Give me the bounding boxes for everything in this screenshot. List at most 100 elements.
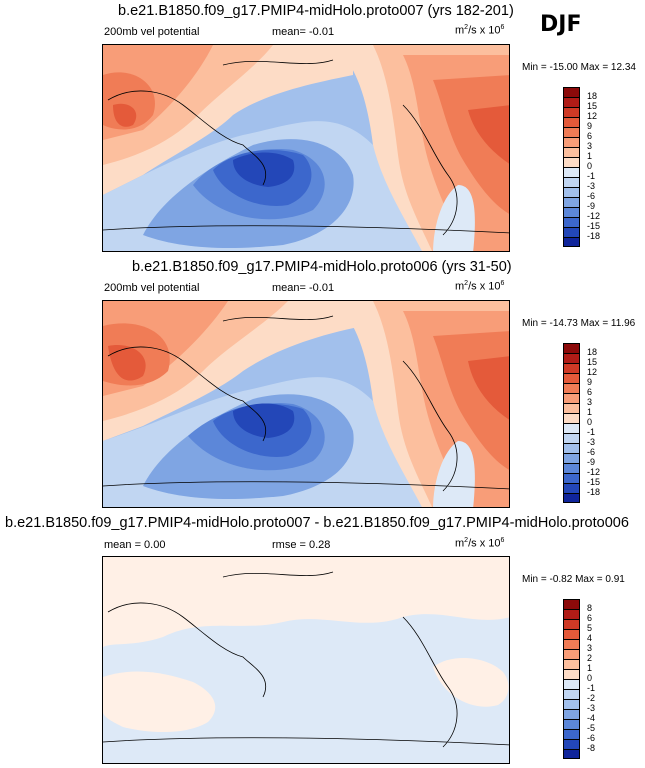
colorbar-cell	[563, 157, 580, 167]
panel-1-field	[103, 45, 509, 251]
colorbar-tick-label: 4	[587, 633, 593, 643]
colorbar-cell	[563, 689, 580, 699]
panel-2-units-label: m2/s x 106	[455, 280, 505, 293]
colorbar-cell	[563, 719, 580, 729]
colorbar-tick-label: -18	[587, 487, 601, 497]
colorbar-frame	[563, 599, 580, 759]
colorbar-tick-label: -8	[587, 743, 596, 753]
colorbar-tick-label: 9	[587, 121, 593, 131]
colorbar-cell	[563, 383, 580, 393]
colorbar-tick-label: 12	[587, 367, 598, 377]
colorbar-tick-label: 2	[587, 653, 593, 663]
colorbar-cell	[563, 207, 580, 217]
colorbar-tick-label: 15	[587, 357, 598, 367]
colorbar-cell	[563, 443, 580, 453]
colorbar-tick-label: 0	[587, 673, 593, 683]
panel-2-title: b.e21.B1850.f09_g17.PMIP4-midHolo.proto0…	[132, 259, 512, 275]
panel-1-variable-label: 200mb vel potential	[104, 26, 200, 38]
panel-2-field	[103, 301, 509, 507]
colorbar-tick-label: 3	[587, 141, 593, 151]
colorbar-cell	[563, 187, 580, 197]
colorbar-cell	[563, 147, 580, 157]
colorbar-tick-label: 15	[587, 101, 598, 111]
colorbar-tick-label: 9	[587, 377, 593, 387]
season-label: DJF	[540, 12, 582, 37]
colorbar-tick-label: -1	[587, 683, 596, 693]
colorbar-tick-label: 6	[587, 131, 593, 141]
colorbar-tick-label: -9	[587, 201, 596, 211]
colorbar-cell	[563, 433, 580, 443]
panel-3-map	[102, 556, 510, 764]
colorbar-cell	[563, 117, 580, 127]
colorbar-frame	[563, 87, 580, 247]
colorbar-cell	[563, 413, 580, 423]
colorbar-cell	[563, 177, 580, 187]
colorbar-tick-label: 0	[587, 417, 593, 427]
colorbar-tick-label: 3	[587, 397, 593, 407]
colorbar-tick-label: 12	[587, 111, 598, 121]
panel-3-title: b.e21.B1850.f09_g17.PMIP4-midHolo.proto0…	[5, 515, 629, 531]
colorbar-tick-label: -9	[587, 457, 596, 467]
colorbar-tick-label: -18	[587, 231, 601, 241]
colorbar-cell	[563, 403, 580, 413]
colorbar-cell	[563, 423, 580, 433]
panel-3-mean-label: mean = 0.00	[104, 539, 166, 551]
colorbar-cell	[563, 649, 580, 659]
colorbar-cell	[563, 609, 580, 619]
colorbar-cell	[563, 749, 580, 759]
panel-1-mean-label: mean= -0.01	[272, 26, 335, 38]
colorbar-tick-label: -5	[587, 723, 596, 733]
colorbar-tick-label: 6	[587, 613, 593, 623]
colorbar-cell	[563, 137, 580, 147]
colorbar-frame	[563, 343, 580, 503]
colorbar-tick-label: -4	[587, 713, 596, 723]
colorbar-cell	[563, 373, 580, 383]
colorbar-tick-label: -1	[587, 427, 596, 437]
panel-1-minmax: Min = -15.00 Max = 12.34	[522, 62, 636, 73]
colorbar-tick-label: -1	[587, 171, 596, 181]
colorbar-cell	[563, 107, 580, 117]
colorbar-tick-label: 6	[587, 387, 593, 397]
colorbar-cell	[563, 363, 580, 373]
colorbar-cell	[563, 659, 580, 669]
colorbar-tick-label: 1	[587, 663, 593, 673]
colorbar-cell	[563, 237, 580, 247]
colorbar-cell	[563, 639, 580, 649]
panel-2-variable-label: 200mb vel potential	[104, 282, 200, 294]
colorbar-tick-label: 18	[587, 91, 598, 101]
colorbar-cell	[563, 699, 580, 709]
panel-3-rmse-label: rmse = 0.28	[272, 539, 331, 551]
colorbar-cell	[563, 619, 580, 629]
colorbar-cell	[563, 167, 580, 177]
colorbar-cell	[563, 729, 580, 739]
panel-3-minmax: Min = -0.82 Max = 0.91	[522, 574, 625, 585]
colorbar-tick-label: 3	[587, 643, 593, 653]
colorbar-cell	[563, 353, 580, 363]
panel-2-minmax: Min = -14.73 Max = 11.96	[522, 318, 636, 329]
colorbar-tick-label: 1	[587, 151, 593, 161]
colorbar-tick-label: -6	[587, 447, 596, 457]
panel-1-map	[102, 44, 510, 252]
panel-2-mean-label: mean= -0.01	[272, 282, 335, 294]
colorbar-tick-label: -3	[587, 181, 596, 191]
colorbar-tick-label: -15	[587, 477, 601, 487]
colorbar-tick-label: -15	[587, 221, 601, 231]
colorbar-cell	[563, 483, 580, 493]
colorbar-cell	[563, 197, 580, 207]
colorbar-tick-label: 5	[587, 623, 593, 633]
colorbar-tick-label: 1	[587, 407, 593, 417]
colorbar-tick-label: -3	[587, 437, 596, 447]
panel-3-units-label: m2/s x 106	[455, 537, 505, 550]
colorbar-cell	[563, 493, 580, 503]
colorbar-cell	[563, 217, 580, 227]
panel-1-title: b.e21.B1850.f09_g17.PMIP4-midHolo.proto0…	[118, 3, 514, 19]
colorbar-cell	[563, 127, 580, 137]
colorbar-tick-label: 8	[587, 603, 593, 613]
colorbar-cell	[563, 739, 580, 749]
colorbar-cell	[563, 629, 580, 639]
colorbar-tick-label: 0	[587, 161, 593, 171]
colorbar-tick-label: -6	[587, 191, 596, 201]
panel-2-map	[102, 300, 510, 508]
colorbar-tick-label: -6	[587, 733, 596, 743]
colorbar-cell	[563, 227, 580, 237]
